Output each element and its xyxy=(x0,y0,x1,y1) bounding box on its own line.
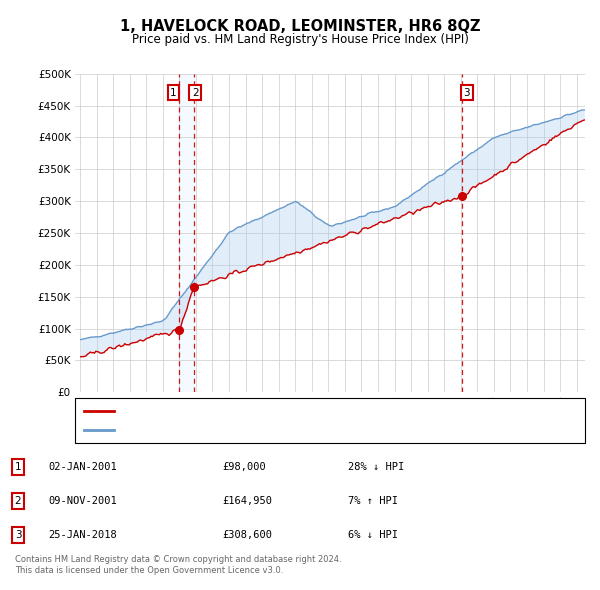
Text: 1, HAVELOCK ROAD, LEOMINSTER, HR6 8QZ: 1, HAVELOCK ROAD, LEOMINSTER, HR6 8QZ xyxy=(120,19,480,34)
Text: 1: 1 xyxy=(170,88,177,98)
Text: 7% ↑ HPI: 7% ↑ HPI xyxy=(348,496,398,506)
Text: Contains HM Land Registry data © Crown copyright and database right 2024.
This d: Contains HM Land Registry data © Crown c… xyxy=(15,555,341,575)
Text: 1: 1 xyxy=(14,462,22,471)
Text: 3: 3 xyxy=(14,530,22,540)
Text: 2: 2 xyxy=(192,88,199,98)
Text: HPI: Average price, detached house, Herefordshire: HPI: Average price, detached house, Here… xyxy=(120,425,373,435)
Text: Price paid vs. HM Land Registry's House Price Index (HPI): Price paid vs. HM Land Registry's House … xyxy=(131,33,469,46)
Bar xyxy=(179,74,194,392)
Text: 2: 2 xyxy=(14,496,22,506)
Text: £164,950: £164,950 xyxy=(222,496,272,506)
Text: 3: 3 xyxy=(464,88,470,98)
Text: £308,600: £308,600 xyxy=(222,530,272,540)
Text: 25-JAN-2018: 25-JAN-2018 xyxy=(48,530,117,540)
Text: 6% ↓ HPI: 6% ↓ HPI xyxy=(348,530,398,540)
Text: 09-NOV-2001: 09-NOV-2001 xyxy=(48,496,117,506)
Text: £98,000: £98,000 xyxy=(222,462,266,471)
Text: 1, HAVELOCK ROAD, LEOMINSTER,  HR6 8QZ (detached house): 1, HAVELOCK ROAD, LEOMINSTER, HR6 8QZ (d… xyxy=(120,406,433,415)
Text: 02-JAN-2001: 02-JAN-2001 xyxy=(48,462,117,471)
Text: 28% ↓ HPI: 28% ↓ HPI xyxy=(348,462,404,471)
